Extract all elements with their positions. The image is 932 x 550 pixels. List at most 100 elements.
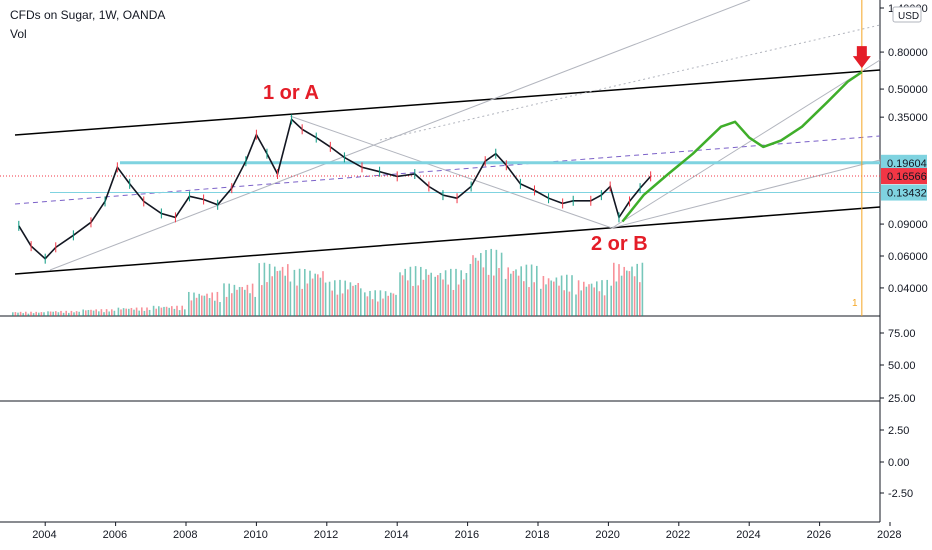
volume-bar [598, 291, 601, 316]
volume-bar [571, 275, 573, 316]
volume-bar [70, 310, 73, 316]
currency-badge[interactable]: USD [892, 6, 922, 23]
volume-bar [472, 255, 474, 316]
volume-bar [430, 272, 432, 316]
volume-bar [128, 308, 130, 316]
volume-bar [334, 280, 336, 316]
volume-bar [623, 266, 625, 316]
volume-bar [173, 308, 176, 316]
volume-bar [457, 284, 460, 316]
volume-bar [553, 281, 555, 316]
volume-bar [601, 280, 603, 316]
volume-bar [465, 273, 468, 316]
volume-bar [477, 260, 479, 316]
volume-bar [577, 280, 580, 316]
price-tick-label: 0.80000 [888, 47, 928, 59]
volume-bar [357, 282, 359, 316]
volume-bar [241, 286, 243, 316]
time-tick-label: 2018 [525, 529, 549, 541]
volume-bar [158, 306, 160, 316]
volume-bar [555, 277, 558, 316]
volume-bar [347, 289, 349, 316]
time-tick-label: 2020 [595, 529, 619, 541]
volume-bar [603, 295, 606, 316]
volume-bar [530, 264, 533, 316]
volume-bar [251, 283, 254, 316]
volume-bar [120, 309, 122, 316]
volume-bar [349, 282, 352, 316]
volume-bar [377, 301, 379, 316]
volume-bar [533, 282, 535, 316]
vertical-line-label: 1 [852, 298, 858, 309]
volume-bar [382, 298, 384, 316]
volume-bar [366, 296, 369, 316]
volume-bar [214, 300, 216, 316]
volume-bar [309, 270, 311, 316]
volume-bar [304, 269, 306, 316]
volume-bar [75, 311, 78, 316]
volume-bar [82, 309, 84, 316]
time-tick-label: 2028 [877, 529, 901, 541]
volume-bar [641, 262, 644, 316]
volume-bar [268, 263, 271, 316]
volume-bar [293, 269, 296, 316]
volume-bar [414, 266, 417, 316]
forecast-path [621, 71, 863, 223]
volume-bar [122, 308, 125, 316]
volume-bar [244, 289, 246, 316]
volume-bar [339, 279, 341, 316]
volume-bar [216, 291, 219, 316]
volume-bar [49, 311, 52, 316]
volume-bar [515, 269, 517, 316]
volume-bar [336, 294, 339, 316]
volume-bar [319, 277, 322, 316]
volume-bar [231, 293, 233, 316]
volume-bar [301, 288, 303, 316]
volume-bar [392, 293, 395, 316]
grid-lines [0, 0, 881, 523]
volume-bar [254, 296, 256, 316]
volume-bar [324, 282, 327, 316]
volume-bar [14, 312, 17, 316]
volume-bar [328, 281, 331, 316]
volume-bar [585, 286, 588, 316]
volume-bar [279, 270, 281, 316]
volume-bar [474, 257, 477, 316]
volume-bar [507, 267, 509, 316]
pane2-tick-label: 75.00 [888, 328, 916, 340]
volume-bar [57, 312, 60, 316]
volume-bar [92, 310, 95, 316]
volume-bar [613, 262, 615, 316]
volume-bar [444, 270, 447, 316]
pane3-tick-label: 0.00 [888, 457, 909, 469]
price-tick-label: 0.06000 [888, 251, 928, 263]
time-tick-label: 2016 [455, 529, 479, 541]
volume-bar [404, 268, 406, 316]
volume-bar [246, 284, 249, 316]
volume-bar [311, 278, 314, 316]
volume-bar [490, 248, 492, 316]
volume-bar [143, 310, 146, 316]
volume-bar [314, 273, 316, 316]
volume-bar [536, 265, 538, 316]
volume-bar [580, 290, 582, 316]
volume-bar [138, 310, 140, 316]
volume-bar [452, 289, 455, 316]
channel-lines [0, 0, 881, 316]
volume-bar [133, 309, 135, 316]
pane2-tick-label: 25.00 [888, 393, 916, 405]
volume-bar [12, 312, 14, 316]
volume-bar [395, 294, 397, 316]
volume-bar [341, 293, 344, 316]
volume-bar [628, 271, 631, 316]
volume-bar [152, 305, 155, 316]
axis-layer: 1.400000.800000.500000.350000.090000.060… [32, 3, 928, 541]
volume-bar [208, 298, 211, 316]
volume-bar [73, 312, 75, 316]
time-tick-label: 2008 [173, 529, 197, 541]
volume-bar [60, 310, 62, 316]
volume-bar [176, 305, 178, 316]
volume-bar [27, 313, 30, 316]
volume-bar [190, 300, 193, 316]
